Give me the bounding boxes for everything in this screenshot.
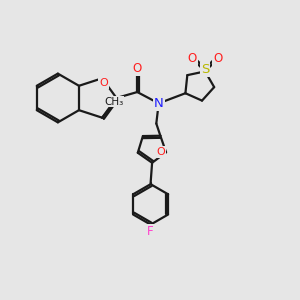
Text: O: O xyxy=(99,78,108,88)
Text: O: O xyxy=(156,147,165,157)
Text: N: N xyxy=(154,97,164,110)
Text: O: O xyxy=(133,62,142,75)
Text: CH₃: CH₃ xyxy=(104,97,124,107)
Text: S: S xyxy=(201,63,209,76)
Text: F: F xyxy=(147,225,154,238)
Text: O: O xyxy=(188,52,197,65)
Text: O: O xyxy=(213,52,223,65)
